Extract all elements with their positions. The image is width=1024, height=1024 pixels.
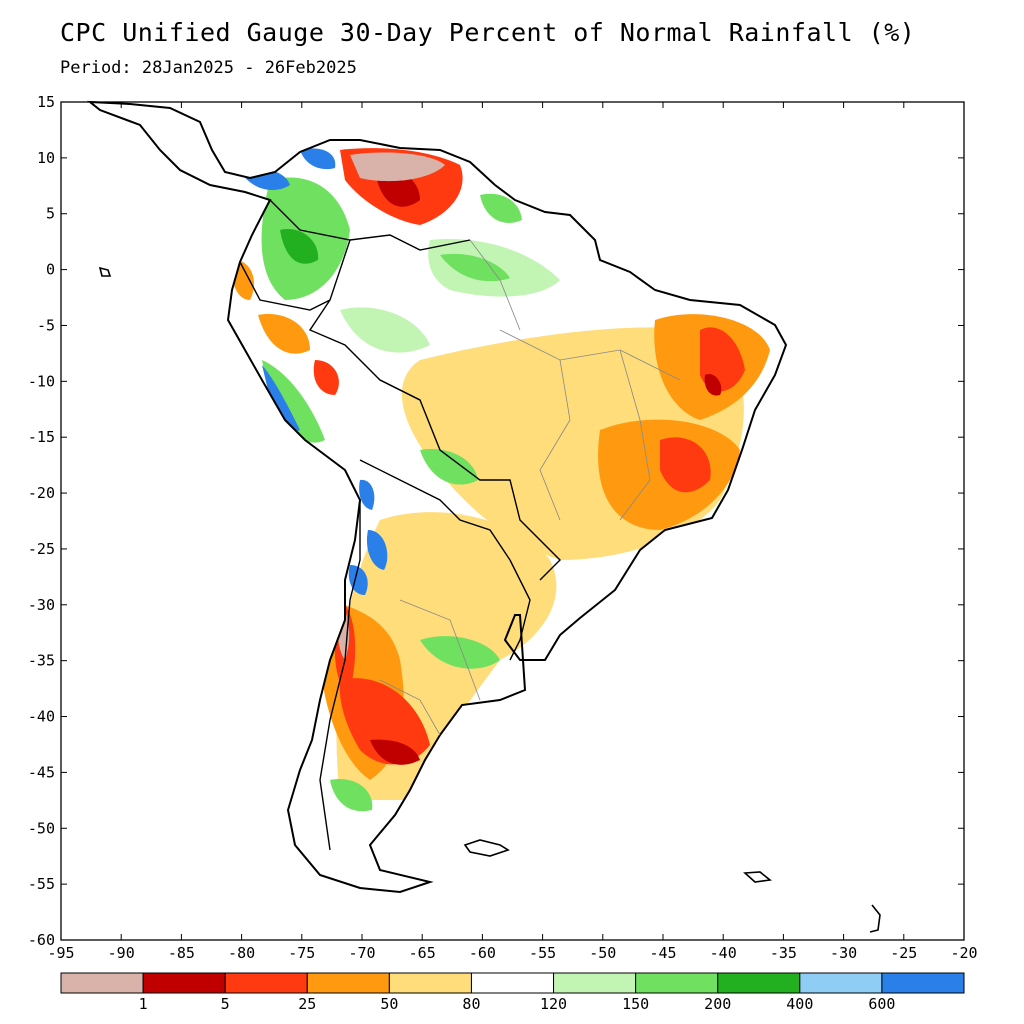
color-legend: 1 5 25 50 80 120 150 200 400 600 (60, 972, 965, 1013)
lon-tick-label: -30 (830, 944, 857, 962)
rainfall-fields (231, 148, 770, 812)
legend-label: 150 (622, 995, 649, 1013)
peru-andes-wet (262, 360, 325, 443)
legend-label: 80 (462, 995, 480, 1013)
legend-label: 120 (540, 995, 567, 1013)
amazon-wet-3 (340, 307, 430, 353)
legend-swatch (388, 972, 472, 994)
map-subtitle: Period: 28Jan2025 - 26Feb2025 (60, 58, 357, 78)
lat-tick-label: -40 (28, 708, 55, 726)
argentina-wet (420, 636, 500, 669)
lat-tick-label: -60 (28, 931, 55, 949)
country-borders (239, 199, 561, 851)
legend-label: 50 (380, 995, 398, 1013)
lat-tick-label: -35 (28, 652, 55, 670)
lon-tick-label: -50 (589, 944, 616, 962)
peru-dry-1 (258, 314, 310, 354)
lon-tick-label: -85 (168, 944, 195, 962)
plot-frame (60, 101, 965, 941)
very-dry-core-1 (660, 437, 711, 493)
legend-swatch (470, 972, 555, 994)
lat-tick-label: -5 (37, 316, 55, 334)
lon-tick-label: -80 (228, 944, 255, 962)
longitude-axis: -95 -90 -85 -80 -75 -70 -65 -60 -55 -50 -45 -40 -35 -… (47, 102, 978, 962)
legend-label: 600 (868, 995, 895, 1013)
lon-tick-label: -75 (288, 944, 315, 962)
lon-tick-label: -40 (710, 944, 737, 962)
bolivia-wet (420, 449, 478, 485)
guyana-wet (480, 193, 522, 223)
amazon-wet-2 (440, 253, 510, 282)
lat-tick-label: 5 (46, 205, 55, 223)
lat-tick-label: -15 (28, 428, 55, 446)
colombia-north-wettest (300, 148, 336, 170)
lon-tick-label: -20 (950, 944, 977, 962)
legend-swatch (717, 972, 801, 994)
legend-swatch (224, 972, 308, 994)
lon-tick-label: -90 (108, 944, 135, 962)
legend-label: 200 (704, 995, 731, 1013)
lat-tick-label: 10 (37, 149, 55, 167)
lon-tick-label: -65 (409, 944, 436, 962)
lon-tick-label: -55 (529, 944, 556, 962)
chile-north-wet (359, 479, 375, 510)
lat-tick-label: -20 (28, 484, 55, 502)
legend-swatch (799, 972, 883, 994)
lon-tick-label: -25 (890, 944, 917, 962)
latitude-axis: 15 10 5 0 -5 -10 -15 -20 -25 -30 -35 -40 -45 -50 -55 -6… (28, 93, 964, 949)
map-title: CPC Unified Gauge 30-Day Percent of Norm… (60, 18, 916, 47)
lat-tick-label: 15 (37, 93, 55, 111)
lon-tick-label: -70 (348, 944, 375, 962)
patagonia-very-dry (339, 678, 430, 765)
lon-tick-label: -60 (469, 944, 496, 962)
legend-label: 5 (221, 995, 230, 1013)
lat-tick-label: -25 (28, 540, 55, 558)
legend-label: 400 (786, 995, 813, 1013)
legend-swatch (306, 972, 390, 994)
very-dry-core-3 (704, 374, 722, 396)
legend-swatch (635, 972, 719, 994)
legend-swatch (60, 972, 144, 994)
islands (98, 266, 881, 933)
colombia-very-wet (280, 229, 319, 264)
peru-coast-wettest (262, 365, 300, 431)
lon-tick-label: -95 (47, 944, 74, 962)
legend-swatch (553, 972, 637, 994)
legend-label: 25 (298, 995, 316, 1013)
patagonia-wet (330, 779, 373, 812)
lat-tick-label: -10 (28, 372, 55, 390)
state-borders (379, 239, 681, 736)
patagonia-extreme (370, 739, 420, 765)
lat-tick-label: -55 (28, 875, 55, 893)
legend-swatch (142, 972, 226, 994)
chile-north-wet-2 (366, 530, 388, 570)
lat-tick-label: 0 (46, 261, 55, 279)
lat-tick-label: -45 (28, 763, 55, 781)
venezuela-driest (350, 152, 445, 182)
legend-label: 1 (139, 995, 148, 1013)
lon-tick-label: -45 (649, 944, 676, 962)
peru-dry-2 (313, 360, 339, 395)
legend-swatch (881, 972, 965, 994)
lat-tick-label: -30 (28, 596, 55, 614)
lat-tick-label: -50 (28, 819, 55, 837)
lon-tick-label: -35 (770, 944, 797, 962)
